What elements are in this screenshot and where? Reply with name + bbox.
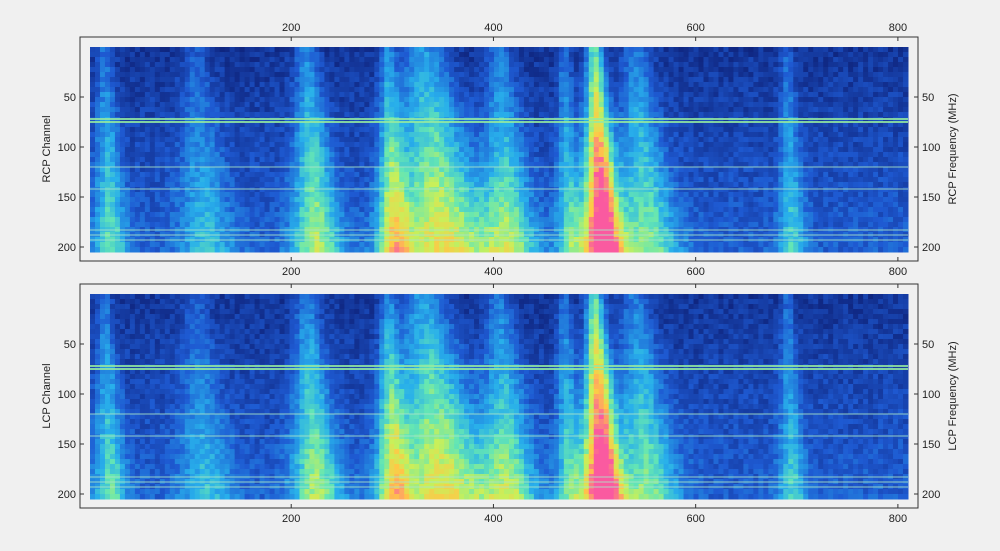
lcp-y-tick-label-right: 50 xyxy=(922,339,934,351)
rcp-y-tick-label-right: 50 xyxy=(922,92,934,104)
lcp-x-tick-label: 200 xyxy=(282,513,300,525)
rcp-x-tick-label-top: 800 xyxy=(889,22,907,34)
lcp-x-tick-label: 400 xyxy=(484,513,502,525)
lcp-y-tick-label-right: 150 xyxy=(922,439,940,451)
rcp-panel: 200 200 400 400 600 600 800 800 50 100 150 200 50 100… xyxy=(41,22,959,278)
rcp-y-tick-label-right: 100 xyxy=(922,142,940,154)
rcp-x-tick-label: 400 xyxy=(484,266,502,278)
rcp-y-tick-label-right: 200 xyxy=(922,242,940,254)
lcp-panel: 200 400 600 800 50 100 150 200 50 100 150 200 LCP Ch… xyxy=(41,284,959,525)
rcp-y-tick-label: 100 xyxy=(58,142,76,154)
rcp-y-tick-label: 150 xyxy=(58,192,76,204)
rcp-heatmap-image xyxy=(90,47,909,253)
lcp-y-tick-label-right: 200 xyxy=(922,489,940,501)
rcp-y-tick-label-right: 150 xyxy=(922,192,940,204)
rcp-y-tick-label: 200 xyxy=(58,242,76,254)
lcp-y-tick-label: 100 xyxy=(58,389,76,401)
lcp-heatmap-image xyxy=(90,294,909,500)
rcp-x-tick-label-top: 600 xyxy=(686,22,704,34)
lcp-y-tick-label: 50 xyxy=(64,339,76,351)
rcp-x-tick-label: 200 xyxy=(282,266,300,278)
lcp-y-axis-label: LCP Channel xyxy=(41,363,53,428)
lcp-x-tick-label: 600 xyxy=(686,513,704,525)
lcp-y-axis-label-right: LCP Frequency (MHz) xyxy=(947,341,959,450)
lcp-y-tick-label-right: 100 xyxy=(922,389,940,401)
rcp-y-axis-label-right: RCP Frequency (MHz) xyxy=(947,93,959,204)
rcp-x-tick-label: 600 xyxy=(686,266,704,278)
lcp-x-tick-label: 800 xyxy=(889,513,907,525)
rcp-x-tick-label-top: 200 xyxy=(282,22,300,34)
lcp-y-tick-label: 200 xyxy=(58,489,76,501)
rcp-x-tick-label-top: 400 xyxy=(484,22,502,34)
lcp-y-tick-label: 150 xyxy=(58,439,76,451)
rcp-x-tick-label: 800 xyxy=(889,266,907,278)
rcp-y-axis-label: RCP Channel xyxy=(41,115,53,182)
rcp-y-tick-label: 50 xyxy=(64,92,76,104)
